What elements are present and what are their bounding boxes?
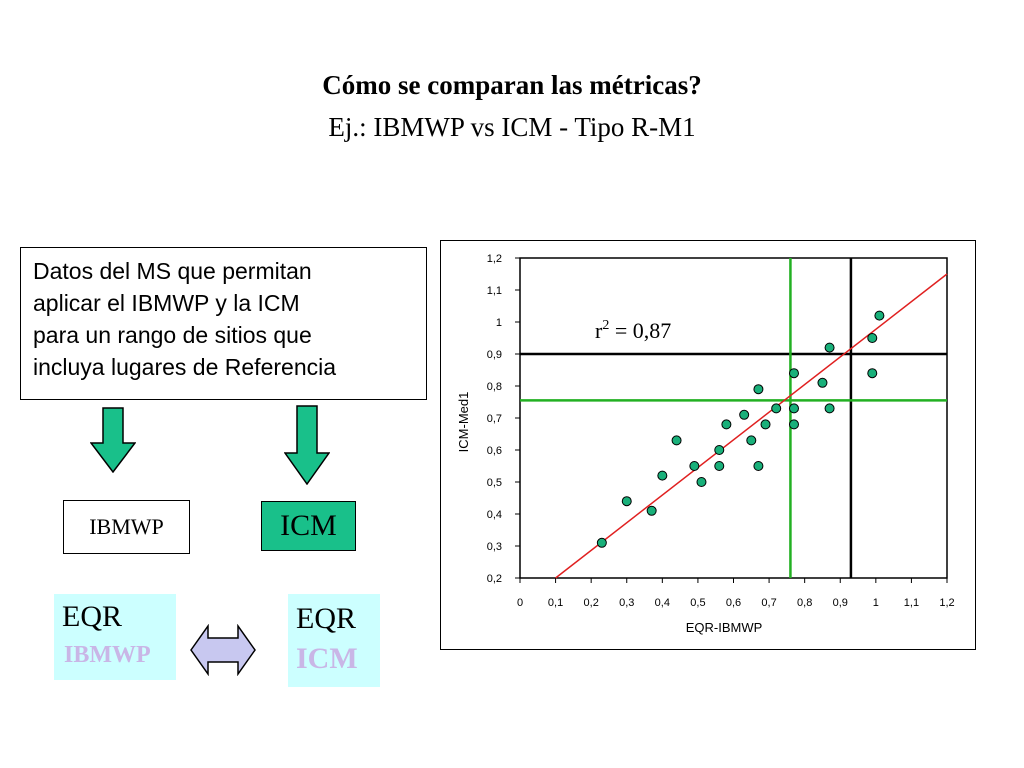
x-tick-label: 0 xyxy=(517,597,523,609)
x-tick-label: 0,4 xyxy=(655,597,670,609)
y-tick-label: 0,5 xyxy=(487,477,502,489)
info-line: Datos del MS que permitan xyxy=(33,258,312,284)
y-tick-label: 1,2 xyxy=(487,253,502,265)
down-arrow-icon xyxy=(284,405,330,485)
x-tick-label: 0,3 xyxy=(619,597,634,609)
r-squared-annotation: r2 = 0,87 xyxy=(595,318,671,343)
data-point xyxy=(760,419,771,430)
slide-title: Cómo se comparan las métricas? xyxy=(322,70,702,100)
eqr-icm-sub: ICM xyxy=(296,642,358,675)
data-point xyxy=(657,470,668,481)
regression-line xyxy=(555,273,948,579)
x-tick-label: 1 xyxy=(873,597,879,609)
data-point xyxy=(621,496,632,507)
eqr-label: EQR xyxy=(62,600,122,633)
data-point xyxy=(671,435,682,446)
x-tick-label: 1,2 xyxy=(939,597,954,609)
data-point xyxy=(867,333,878,343)
x-tick-label: 0,6 xyxy=(726,597,741,609)
data-point xyxy=(817,377,828,388)
slide-subtitle: Ej.: IBMWP vs ICM - Tipo R-M1 xyxy=(328,112,696,142)
data-point xyxy=(788,368,799,379)
x-tick-label: 0,2 xyxy=(584,597,599,609)
data-point xyxy=(646,505,657,516)
data-point xyxy=(714,461,725,471)
eqr-icm-box: EQR ICM xyxy=(288,594,380,687)
eqr-ibmwp-sub: IBMWP xyxy=(64,642,151,668)
y-tick-label: 0,3 xyxy=(487,541,502,553)
data-point xyxy=(753,461,764,471)
scatter-chart: 0,2 0,3 0,4 0,5 0,6 0,7 0,8 0,9 1 1,1 1,2 0 0,1 0,2 0,… xyxy=(456,253,955,635)
data-point xyxy=(753,384,764,395)
data-point xyxy=(696,477,707,487)
data-point xyxy=(824,342,835,353)
data-requirements-box: Datos del MS que permitan aplicar el IBM… xyxy=(20,247,427,400)
scatter-chart-frame: 0,2 0,3 0,4 0,5 0,6 0,7 0,8 0,9 1 1,1 1,2 0 0,1 0,2 0,… xyxy=(440,240,976,650)
x-tick-label: 1,1 xyxy=(904,597,919,609)
x-tick-label: 0,7 xyxy=(761,597,776,609)
data-point xyxy=(739,409,750,420)
eqr-label: EQR xyxy=(296,602,356,635)
y-tick-label: 0,7 xyxy=(487,413,502,425)
y-tick-label: 0,8 xyxy=(487,381,502,393)
y-tick-label: 0,4 xyxy=(487,509,502,521)
x-tick-label: 0,8 xyxy=(797,597,812,609)
info-line: incluya lugares de Referencia xyxy=(33,354,337,380)
icm-box: ICM xyxy=(261,501,356,551)
info-line: aplicar el IBMWP y la ICM xyxy=(33,290,300,316)
y-tick-label: 0,9 xyxy=(487,349,502,361)
data-point xyxy=(824,403,835,414)
y-tick-label: 1,1 xyxy=(487,285,502,297)
x-tick-label: 0,9 xyxy=(833,597,848,609)
data-point xyxy=(689,461,700,471)
data-point xyxy=(771,403,782,414)
info-line: para un rango de sitios que xyxy=(33,322,312,348)
data-point xyxy=(721,419,732,430)
y-tick-label: 0,2 xyxy=(487,573,502,585)
ibmwp-box: IBMWP xyxy=(63,500,190,554)
eqr-ibmwp-box: EQR IBMWP xyxy=(54,594,176,680)
data-point xyxy=(746,435,757,446)
plot-area xyxy=(519,257,948,579)
x-tick-label: 0,5 xyxy=(690,597,705,609)
y-tick-label: 1 xyxy=(496,317,502,329)
data-point xyxy=(788,403,799,414)
data-point xyxy=(867,368,878,379)
data-point xyxy=(874,310,885,321)
x-tick-label: 0,1 xyxy=(548,597,563,609)
y-tick-label: 0,6 xyxy=(487,445,502,457)
down-arrow-icon xyxy=(90,407,136,473)
double-arrow-icon xyxy=(190,624,256,676)
y-axis-label: ICM-Med1 xyxy=(456,392,471,453)
data-point xyxy=(714,445,725,455)
data-point xyxy=(788,419,799,430)
data-point xyxy=(596,537,607,548)
x-axis-label: EQR-IBMWP xyxy=(686,620,763,635)
